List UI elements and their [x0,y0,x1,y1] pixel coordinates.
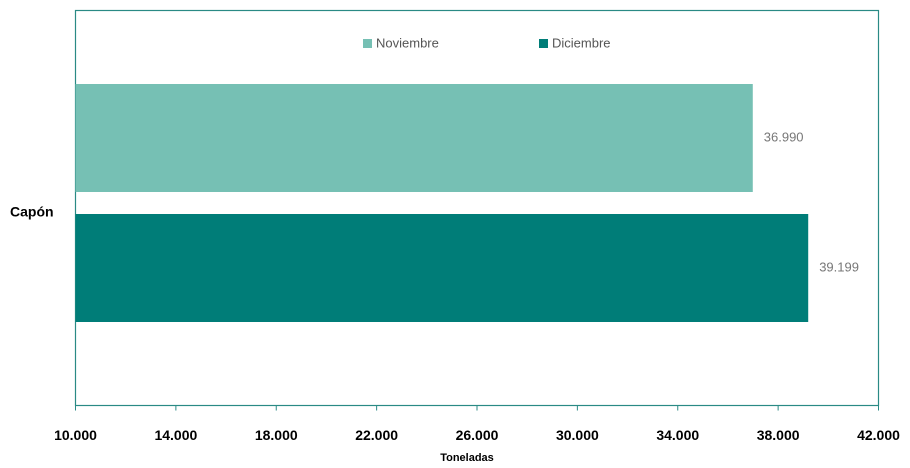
legend-swatch [363,39,372,48]
y-tick-label: Capón [10,204,54,220]
value-label: 39.199 [819,259,859,274]
x-tick-label: 42.000 [857,427,900,443]
legend-label: Diciembre [552,35,611,50]
x-tick-label: 34.000 [656,427,699,443]
legend-swatch [539,39,548,48]
plot-frame [74,9,880,407]
x-tick-label: 38.000 [757,427,800,443]
legend-label: Noviembre [376,35,439,50]
bar [75,214,809,322]
x-tick-label: 26.000 [456,427,499,443]
x-tick-label: 22.000 [355,427,398,443]
x-tick-label: 14.000 [154,427,197,443]
x-axis-label: Toneladas [440,452,494,464]
x-tick-label: 10.000 [54,427,97,443]
x-tick-label: 30.000 [556,427,599,443]
bar [75,84,753,192]
x-tick-label: 18.000 [255,427,298,443]
value-label: 36.990 [764,129,804,144]
